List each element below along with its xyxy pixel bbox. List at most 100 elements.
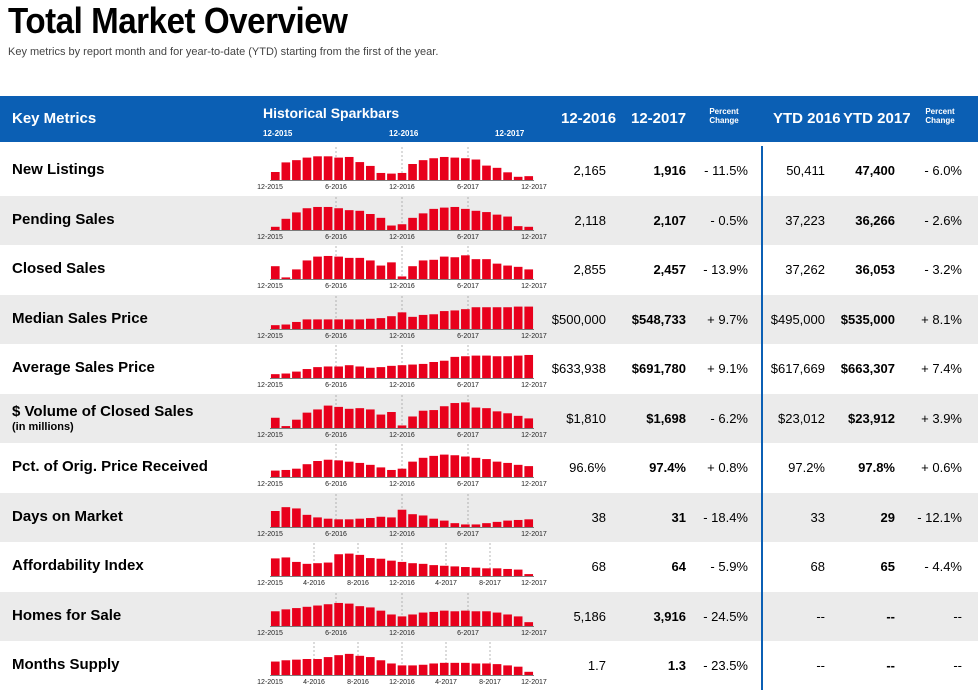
header-col-2016: 12-2016 — [561, 110, 617, 127]
percent-change: - 5.9% — [710, 559, 748, 574]
sparkbar — [439, 360, 449, 378]
metric-label: Average Sales Price — [12, 359, 155, 376]
header-spark-label-2: 12-2017 — [495, 129, 525, 138]
sparkbar — [513, 415, 523, 428]
sparkbar — [270, 172, 280, 180]
sparkbar — [461, 208, 470, 230]
percent-change: + 9.7% — [707, 311, 748, 327]
sparkbar — [397, 561, 407, 576]
sparkbar — [344, 461, 354, 477]
header-pct: Percent Change — [709, 107, 739, 125]
sparkbar-axis-label: 12-2016 — [389, 432, 415, 439]
sparkbar — [365, 606, 375, 626]
sparkbar-axis-label: 8-2017 — [479, 580, 501, 587]
table-row: New Listings 2,165 1,916 - 11.5% 50,411 47,40… — [0, 146, 978, 196]
sparkbar-chart: 12-2015 6-2016 12-2016 6-2017 12-2017 — [257, 147, 547, 191]
sparkbar — [492, 263, 502, 279]
sparkbar-axis-label: 12-2015 — [257, 531, 283, 538]
sparkbar — [355, 655, 365, 675]
sparkbar-axis-label: 6-2016 — [325, 283, 347, 290]
sparkbar — [270, 510, 280, 527]
sparkbar — [334, 157, 343, 180]
sparkbar — [270, 558, 280, 576]
sparkbar-axis-label: 12-2016 — [389, 580, 415, 587]
header-ytd-pct-line1: Percent — [925, 107, 955, 116]
header-key-metrics: Key Metrics — [12, 110, 97, 127]
table-row: Days on Market 38 31 - 18.4% 33 29 - 12.1% 12-2… — [0, 492, 978, 542]
sparkbar — [482, 306, 491, 329]
sparkbar — [292, 607, 301, 626]
sparkbar — [281, 162, 291, 180]
metric-name: New Listings — [12, 161, 105, 178]
sparkbar — [387, 173, 396, 180]
sparkbar — [418, 212, 428, 230]
page-title: Total Market Overview — [8, 0, 348, 41]
ytd-2017: $663,307 — [840, 361, 895, 376]
sparkbar-axis-label: 12-2015 — [257, 234, 283, 241]
table-row: Median Sales Price $500,000 $548,733 + 9.7%… — [0, 294, 978, 344]
percent-change: - 0.5% — [710, 212, 748, 228]
sparkbar — [344, 603, 354, 626]
sparkbar-axis-label: 12-2016 — [389, 382, 415, 389]
sparkbar — [439, 520, 449, 527]
sparkbar-axis-label: 6-2017 — [457, 432, 479, 439]
value-2016: 2,165 — [573, 163, 606, 178]
sparkbar — [365, 657, 375, 675]
sparkbar — [524, 671, 534, 675]
percent-change: - 6.2% — [710, 410, 748, 426]
sparkbar-axis-label: 12-2017 — [521, 630, 547, 637]
sparkbar — [471, 567, 481, 576]
ytd-percent-change: + 3.9% — [921, 410, 962, 426]
sparkbar — [418, 664, 428, 675]
sparkbar — [292, 507, 301, 527]
ytd-percent-change: - 6.0% — [924, 163, 962, 178]
sparkbar — [471, 259, 481, 279]
header-ytd-pct: Percent Change — [925, 107, 955, 125]
sparkbar — [439, 565, 449, 576]
sparkbar — [439, 662, 449, 675]
sparkbar — [365, 464, 375, 477]
sparkbar — [450, 566, 460, 576]
sparkbar-axis-label: 12-2016 — [389, 234, 415, 241]
value-2016: 1.7 — [587, 658, 606, 673]
sparkbar — [524, 226, 534, 230]
sparkbar-axis-label: 6-2017 — [457, 481, 479, 488]
sparkbar — [302, 464, 312, 477]
sparkbar — [387, 411, 396, 428]
sparkbar — [292, 371, 301, 378]
sparkbar — [429, 663, 439, 675]
ytd-percent-change: - 3.2% — [924, 262, 962, 277]
ytd-2016: $23,012 — [778, 410, 825, 426]
sparkbar-axis-label: 6-2016 — [325, 333, 347, 340]
page-subtitle: Key metrics by report month and for year… — [8, 46, 439, 58]
metric-label: Months Supply — [12, 656, 120, 673]
metric-name: Pct. of Orig. Price Received — [12, 458, 208, 475]
sparkbar — [418, 363, 428, 378]
table-row: Pct. of Orig. Price Received 96.6% 97.4% + … — [0, 443, 978, 493]
sparkbar — [302, 412, 312, 428]
table-row: Months Supply 1.7 1.3 - 23.5% -- -- -- 12-2015 4… — [0, 641, 978, 691]
sparkbar-axis-label: 12-2017 — [521, 382, 547, 389]
sparkbar — [397, 223, 407, 230]
sparkbar — [344, 365, 354, 378]
sparkbar — [482, 610, 491, 626]
value-2016: $633,938 — [551, 361, 606, 376]
sparkbar — [429, 158, 439, 180]
ytd-2016: 97.2% — [788, 460, 825, 475]
sparkbar — [503, 462, 512, 477]
sparkbar — [439, 156, 449, 180]
sparkbar-axis-label: 6-2016 — [325, 630, 347, 637]
sparkbar — [376, 172, 386, 180]
sparkbar — [503, 613, 512, 626]
sparkbar — [387, 262, 396, 279]
ytd-2017: 36,266 — [855, 212, 895, 228]
ytd-2017: -- — [886, 658, 895, 673]
sparkbar — [344, 257, 354, 279]
sparkbar — [323, 657, 333, 675]
sparkbar — [492, 214, 502, 230]
sparkbar — [344, 408, 354, 428]
sparkbar — [482, 522, 491, 527]
sparkbar — [524, 621, 534, 626]
metric-name: Months Supply — [12, 656, 120, 673]
sparkbar — [397, 665, 407, 675]
